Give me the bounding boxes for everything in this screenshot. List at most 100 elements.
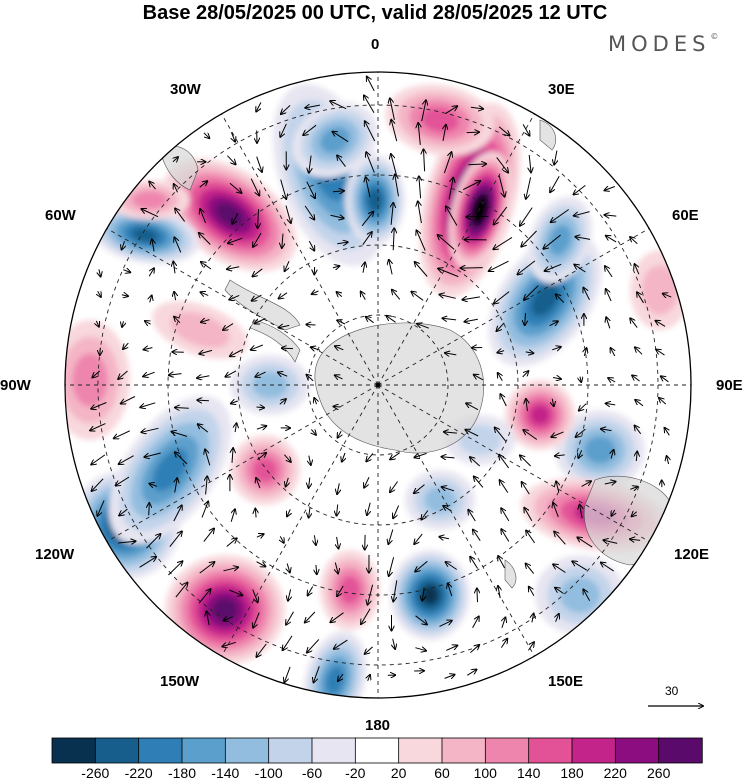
wind-vector	[366, 317, 374, 324]
land-mass	[539, 119, 556, 151]
wind-vector	[496, 157, 508, 172]
colorbar-swatch	[441, 737, 487, 764]
wind-vector	[635, 426, 642, 435]
wind-vector	[422, 587, 424, 601]
wind-vector	[556, 294, 565, 303]
wind-vector	[278, 372, 288, 376]
wind-vector	[466, 403, 479, 411]
wind-vector	[448, 584, 453, 597]
negative-anomaly-contour	[320, 126, 350, 154]
wind-vector	[203, 132, 210, 138]
wind-vector	[466, 132, 479, 133]
wind-vector	[361, 292, 366, 300]
wind-vector	[524, 285, 539, 300]
wind-vector	[532, 614, 534, 623]
wind-vector	[285, 260, 290, 271]
wind-vector	[367, 502, 370, 515]
colorbar-tick-label: -20	[345, 765, 366, 781]
wind-vector	[365, 121, 376, 142]
wind-vector	[443, 506, 452, 512]
wind-vector	[335, 562, 338, 574]
wind-vector	[225, 370, 237, 377]
wind-vector	[199, 181, 208, 188]
wind-vector	[465, 430, 479, 437]
wind-vector	[493, 236, 513, 249]
map-disk	[65, 72, 691, 698]
wind-vector	[659, 398, 667, 405]
wind-vector	[308, 586, 314, 596]
wind-vector	[119, 455, 134, 464]
wind-vector	[309, 508, 310, 517]
wind-vector	[390, 481, 399, 493]
wind-vector	[637, 292, 644, 304]
wind-vector	[118, 370, 128, 379]
wind-vector	[99, 269, 101, 276]
wind-vector	[501, 529, 510, 542]
colorbar-swatch	[51, 737, 97, 764]
wind-vector	[390, 452, 400, 460]
wind-vector	[549, 321, 558, 325]
wind-vector	[282, 233, 283, 248]
wind-vector	[330, 101, 347, 110]
wind-vector	[667, 456, 669, 465]
wind-vector	[197, 376, 210, 378]
wind-vector	[367, 77, 375, 92]
positive-anomaly-contour	[339, 576, 361, 604]
lon-label-150w: 150W	[160, 673, 200, 690]
wind-vector	[144, 348, 153, 350]
wind-vector	[523, 430, 538, 440]
wind-vector	[467, 670, 476, 676]
wind-vector	[305, 611, 316, 623]
wind-vector	[175, 478, 178, 493]
wind-vector	[307, 639, 320, 652]
wind-vector	[393, 505, 400, 519]
wind-vector	[305, 105, 320, 108]
wind-vector	[100, 347, 101, 355]
wind-vector	[415, 452, 427, 457]
wind-vector	[529, 154, 531, 172]
colorbar-swatch	[484, 737, 530, 764]
wind-vector	[284, 454, 290, 462]
wind-vector	[362, 232, 372, 245]
wind-vector	[388, 529, 394, 545]
wind-vector	[306, 181, 315, 198]
wind-vector	[500, 394, 507, 407]
colorbar-tick-label: -60	[301, 765, 323, 781]
wind-vector	[580, 377, 581, 382]
wind-vector	[306, 325, 316, 326]
wind-vector	[366, 152, 375, 173]
wind-vector	[500, 480, 509, 493]
wind-vector	[334, 639, 348, 649]
wind-vector	[175, 583, 188, 598]
wind-vector	[635, 400, 644, 407]
lon-label-150e: 150E	[548, 673, 584, 690]
wind-vector	[390, 98, 395, 121]
wind-vector	[415, 648, 426, 651]
wind-vector	[332, 191, 344, 192]
wind-vector	[498, 175, 505, 196]
wind-vector	[123, 342, 129, 349]
wind-vector	[415, 615, 427, 625]
lon-label-180: 180	[365, 717, 391, 734]
wind-vector	[96, 320, 99, 327]
wind-vector	[606, 403, 616, 405]
wind-vector	[498, 126, 509, 136]
wind-vector	[656, 321, 666, 327]
wind-vector	[551, 431, 564, 437]
wind-vector	[223, 323, 234, 330]
wind-vector	[175, 208, 186, 222]
wind-vector	[526, 531, 536, 544]
wind-vector	[206, 476, 208, 495]
wind-vector	[309, 455, 311, 465]
wind-vector	[288, 589, 291, 600]
wind-vector	[175, 452, 188, 465]
wind-vector	[205, 449, 211, 466]
wind-vector	[556, 481, 559, 493]
wind-vector	[470, 645, 479, 653]
brand-mark: ©	[710, 32, 719, 41]
colorbar-tick-label: 140	[517, 765, 541, 781]
wind-vector	[470, 557, 479, 569]
wind-vector	[630, 539, 641, 540]
wind-vector	[419, 176, 421, 199]
